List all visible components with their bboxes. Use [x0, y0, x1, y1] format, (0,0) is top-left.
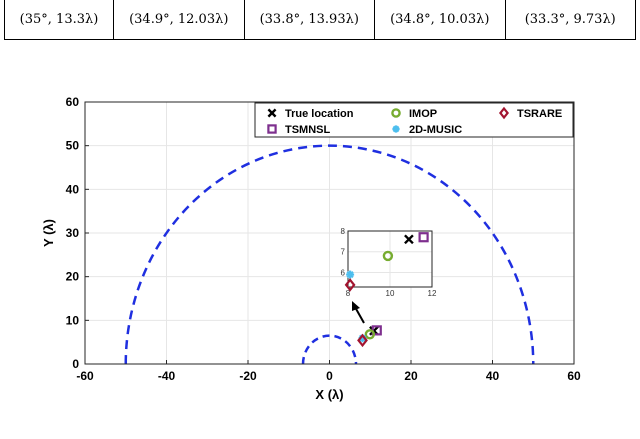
table-cell: (35°, 13.3λ) — [4, 0, 114, 40]
y-tick-label: 50 — [66, 139, 80, 153]
arcs — [124, 144, 535, 365]
inset-x-tick-label: 12 — [428, 289, 437, 298]
true-location-marker — [267, 108, 277, 118]
inset-plot: 8 10 12 6 7 8 — [341, 227, 437, 298]
outer-arc — [124, 144, 535, 365]
legend-label: 2D-MUSIC — [409, 124, 462, 136]
music-marker — [392, 125, 400, 133]
y-tick-label: 60 — [66, 95, 80, 109]
tsrare-marker — [498, 106, 510, 120]
tsmnsl-marker — [418, 232, 429, 243]
tsmnsl-marker — [267, 124, 277, 134]
legend-label: TSMNSL — [285, 124, 331, 136]
markers — [357, 325, 382, 348]
table-cell: (33.8°, 13.93λ) — [243, 0, 375, 40]
table-cell: (34.8°, 10.03λ) — [374, 0, 506, 40]
x-tick-label: 20 — [404, 369, 418, 383]
legend-label: IMOP — [409, 108, 437, 120]
axis-ticks: -60 -40 -20 0 20 40 60 0 10 20 30 40 50 60 — [66, 95, 581, 383]
true-location-marker — [404, 234, 414, 245]
table-row: (35°, 13.3λ) (34.9°, 12.03λ) (33.8°, 13.… — [4, 0, 636, 40]
inner-arc — [301, 334, 358, 365]
x-tick-label: -60 — [76, 369, 94, 383]
x-tick-label: -20 — [239, 369, 257, 383]
grid — [84, 101, 575, 365]
x-tick-label: 60 — [567, 369, 581, 383]
inset-x-tick-label: 10 — [386, 289, 395, 298]
x-tick-label: -40 — [158, 369, 176, 383]
inset-x-tick-label: 8 — [346, 289, 351, 298]
tsrare-marker — [357, 333, 368, 348]
inset-border — [347, 230, 433, 288]
y-tick-label: 20 — [66, 270, 80, 284]
tsrare-marker — [344, 278, 356, 292]
results-table: (35°, 13.3λ) (34.9°, 12.03λ) (33.8°, 13.… — [4, 0, 636, 40]
x-tick-label: 0 — [326, 369, 333, 383]
music-marker — [346, 270, 355, 279]
zoom-arrow — [352, 301, 365, 324]
inset-y-tick-label: 6 — [341, 268, 346, 277]
inset-y-tick-label: 8 — [341, 227, 346, 236]
x-axis-label: X (λ) — [315, 387, 343, 402]
arrow-head — [352, 301, 360, 311]
arrow-shaft — [354, 306, 365, 324]
y-axis-label: Y (λ) — [41, 219, 56, 247]
table-cell: (33.3°, 9.73λ) — [504, 0, 636, 40]
legend-label: True location — [285, 108, 354, 120]
table-cell: (34.9°, 12.03λ) — [113, 0, 245, 40]
x-tick-label: 40 — [486, 369, 500, 383]
legend-label: TSRARE — [517, 108, 562, 120]
legend: True location TSMNSL IMOP 2D-MUSIC TSRARE — [254, 102, 574, 138]
y-tick-label: 30 — [66, 226, 80, 240]
imop-marker — [364, 329, 376, 340]
imop-marker — [382, 250, 394, 262]
legend-box — [254, 102, 574, 138]
inset-y-tick-label: 7 — [341, 248, 346, 257]
y-tick-label: 0 — [72, 357, 79, 371]
y-tick-label: 10 — [66, 313, 80, 327]
imop-marker — [391, 108, 401, 118]
y-tick-label: 40 — [66, 182, 80, 196]
